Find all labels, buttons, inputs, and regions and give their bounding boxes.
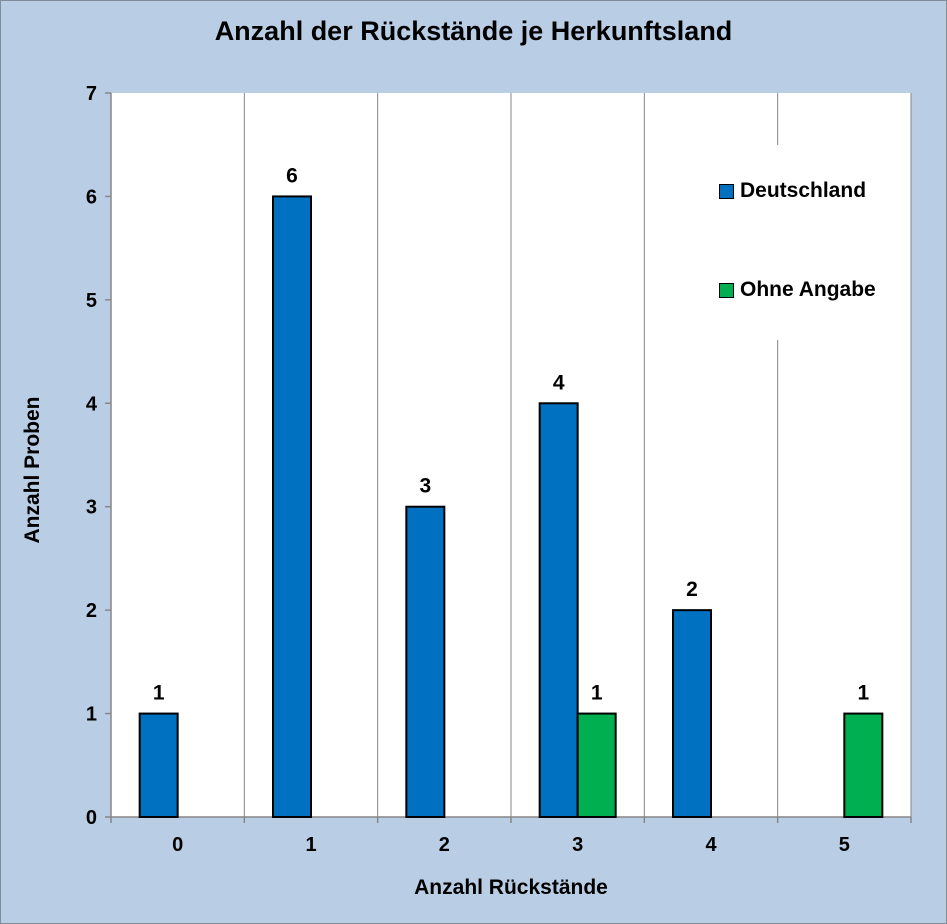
legend-item-ohne-angabe: Ohne Angabe <box>719 278 876 302</box>
y-tick-label: 7 <box>86 83 97 105</box>
x-tick-label: 4 <box>705 834 717 856</box>
bar-deutschland <box>272 195 312 818</box>
legend-swatch-deutschland <box>719 183 734 199</box>
chart-title: Anzahl der Rückstände je Herkunftsland <box>214 16 733 46</box>
y-tick-label: 3 <box>86 497 97 519</box>
x-tick-label: 3 <box>572 834 583 856</box>
bar-ohne-angabe <box>843 712 884 818</box>
y-tick-label: 4 <box>86 393 98 415</box>
legend-swatch-ohne-angabe <box>719 282 734 298</box>
data-label-ohne-angabe: 1 <box>591 682 603 705</box>
data-label-deutschland: 6 <box>286 164 298 187</box>
x-tick-label: 2 <box>439 834 450 856</box>
legend-label-deutschland: Deutschland <box>740 179 867 202</box>
bar-deutschland <box>672 609 712 819</box>
y-tick-label: 6 <box>86 186 97 208</box>
data-label-deutschland: 1 <box>153 682 165 705</box>
x-axis-label: Anzahl Rückstände <box>414 876 608 899</box>
x-tick-label: 5 <box>839 834 850 856</box>
bar-deutschland <box>405 505 446 818</box>
x-tick-label: 0 <box>172 834 183 856</box>
x-tick-label: 1 <box>305 834 316 856</box>
legend: Deutschland Ohne Angabe <box>714 145 904 340</box>
y-tick-label: 0 <box>86 807 97 829</box>
bar-deutschland <box>538 402 579 818</box>
legend-label-ohne-angabe: Ohne Angabe <box>740 278 876 301</box>
y-tick-label: 1 <box>86 704 97 726</box>
data-label-deutschland: 3 <box>419 475 431 498</box>
y-tick-label: 5 <box>86 290 97 312</box>
data-label-deutschland: 2 <box>686 578 698 601</box>
data-label-deutschland: 4 <box>553 371 565 394</box>
bar-deutschland <box>138 712 179 818</box>
y-tick-label: 2 <box>86 600 97 622</box>
bar-ohne-angabe <box>576 712 617 818</box>
data-label-ohne-angabe: 1 <box>857 682 869 705</box>
legend-item-deutschland: Deutschland <box>719 179 866 203</box>
